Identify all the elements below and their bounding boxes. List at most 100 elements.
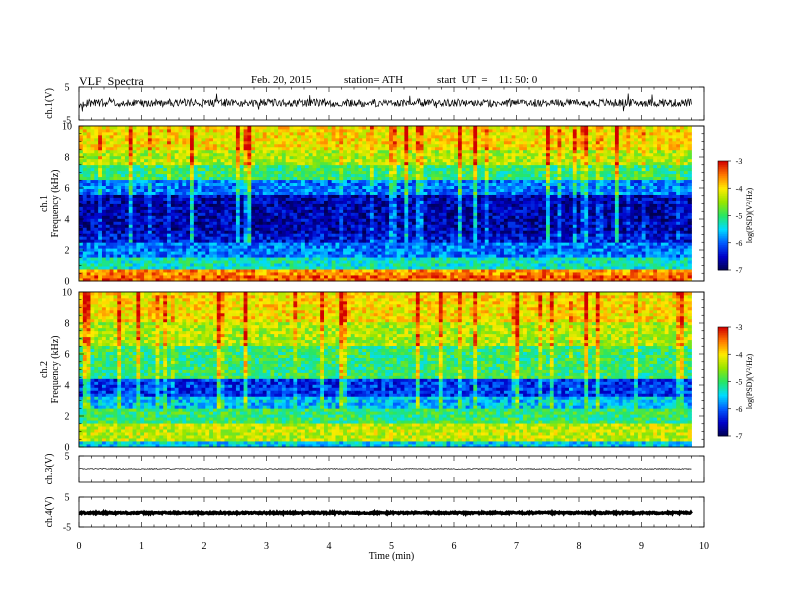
spectrogram-cell <box>389 131 394 136</box>
spectrogram-cell <box>358 218 363 222</box>
spectrogram-cell <box>377 212 382 216</box>
spectrogram-cell <box>235 158 241 163</box>
spectrogram-cell <box>98 266 103 270</box>
spectrogram-cell <box>270 272 275 276</box>
spectrogram-cell <box>270 128 275 133</box>
spectrogram-cell <box>251 182 256 187</box>
spectrogram-cell <box>212 266 218 270</box>
spectrogram-cell <box>190 245 195 249</box>
spectrogram-cell <box>404 269 409 273</box>
spectrogram-cell <box>109 185 114 189</box>
spectrogram-cell <box>350 188 356 192</box>
spectrogram-cell <box>369 218 375 222</box>
spectrogram-cell <box>224 131 229 136</box>
spectrogram-cell <box>316 236 321 240</box>
spectrogram-cell <box>205 149 210 154</box>
spectrogram-cell <box>186 206 191 210</box>
spectrogram-cell <box>366 218 371 222</box>
spectrogram-cell <box>339 260 344 264</box>
spectrogram-cell <box>212 239 218 243</box>
spectrogram-cell <box>297 206 302 210</box>
spectrogram-cell <box>308 239 313 243</box>
spectrogram-cell <box>117 245 122 249</box>
spectrogram-cell <box>136 263 141 267</box>
spectrogram-cell <box>281 203 287 207</box>
spectrogram-cell <box>251 257 256 261</box>
spectrogram-cell <box>224 176 229 181</box>
spectrogram-cell <box>404 242 409 246</box>
spectrogram-cell <box>381 146 386 151</box>
spectrogram-cell <box>327 236 333 240</box>
spectrogram-cell <box>331 170 336 175</box>
spectrogram-cell <box>121 155 126 160</box>
spectrogram-cell <box>301 164 306 169</box>
spectrogram-cell <box>193 182 199 187</box>
spectrogram-cell <box>101 134 107 139</box>
spectrogram-cell <box>155 131 160 136</box>
spectrogram-cell <box>205 224 210 228</box>
spectrogram-cell <box>82 263 88 267</box>
spectrogram-cell <box>167 218 172 222</box>
spectrogram-cell <box>381 221 386 225</box>
spectrogram-cell <box>190 230 195 234</box>
spectrogram-cell <box>121 179 126 184</box>
spectrogram-cell <box>243 266 248 270</box>
spectrogram-cell <box>212 275 218 279</box>
spectrogram-cell <box>316 143 321 148</box>
spectrogram-cell <box>400 239 405 243</box>
spectrogram-cell <box>369 254 375 258</box>
spectrogram-cell <box>335 143 340 148</box>
spectrogram-cell <box>205 245 210 249</box>
spectrogram-cell <box>228 278 233 282</box>
spectrogram-cell <box>124 245 130 249</box>
spectrogram-cell <box>262 128 267 133</box>
spectrogram-cell <box>293 176 298 181</box>
spectrogram-cell <box>128 218 133 222</box>
spectrogram-cell <box>251 272 256 276</box>
spectrogram-cell <box>301 239 306 243</box>
spectrogram-cell <box>335 161 340 166</box>
spectrogram-cell <box>243 227 248 231</box>
spectrogram-cell <box>186 209 191 213</box>
spectrogram-cell <box>182 215 187 219</box>
spectrogram-cell <box>354 152 359 157</box>
spectrogram-cell <box>235 203 241 207</box>
spectrogram-cell <box>281 230 287 234</box>
spectrogram-cell <box>163 230 168 234</box>
spectrogram-cell <box>232 227 237 231</box>
spectrogram-cell <box>312 251 317 255</box>
spectrogram-cell <box>304 137 310 142</box>
spectrogram-cell <box>270 164 275 169</box>
spectrogram-cell <box>392 245 398 249</box>
spectrogram-cell <box>163 206 168 210</box>
spectrogram-cell <box>350 140 356 145</box>
spectrogram-cell <box>316 140 321 145</box>
spectrogram-cell <box>140 224 145 228</box>
spectrogram-cell <box>377 182 382 187</box>
spectrogram-cell <box>201 236 206 240</box>
spectrogram-cell <box>155 227 160 231</box>
spectrogram-cell <box>82 272 88 276</box>
spectrogram-cell <box>86 224 91 228</box>
spectrogram-cell <box>346 152 352 157</box>
spectrogram-cell <box>205 215 210 219</box>
spectrogram-cell <box>243 221 248 225</box>
spectrogram-cell <box>239 266 245 270</box>
spectrogram-cell <box>262 182 267 187</box>
spectrogram-cell <box>82 200 88 204</box>
spectrogram-cell <box>251 200 256 204</box>
spectrogram-cell <box>377 200 382 204</box>
spectrogram-cell <box>124 257 130 261</box>
spectrogram-cell <box>197 224 202 228</box>
spectrogram-cell <box>212 194 218 198</box>
spectrogram-cell <box>190 215 195 219</box>
spectrogram-cell <box>132 134 137 139</box>
spectrogram-cell <box>144 200 149 204</box>
spectrogram-cell <box>304 143 310 148</box>
spectrogram-cell <box>377 239 382 243</box>
spectrogram-cell <box>178 146 183 151</box>
spectrogram-cell <box>339 152 344 157</box>
spectrogram-cell <box>396 167 401 172</box>
spectrogram-cell <box>90 254 95 258</box>
spectrogram-cell <box>109 272 114 276</box>
